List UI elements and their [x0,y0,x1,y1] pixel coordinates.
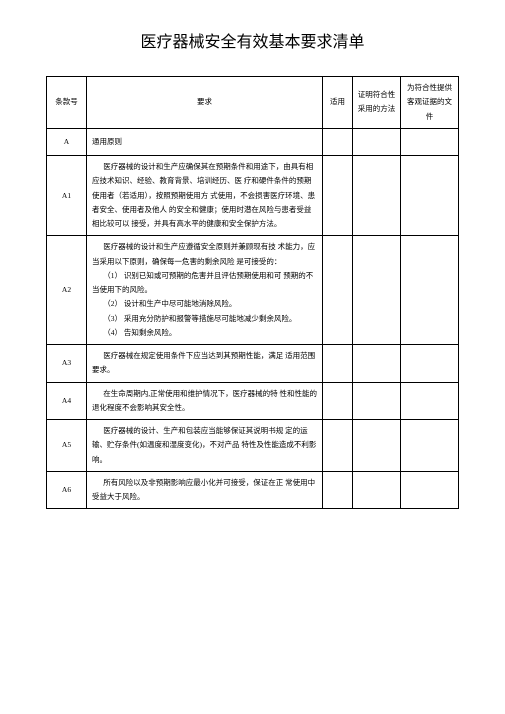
cell-num: A6 [47,471,87,509]
cell-shiyong [323,471,353,509]
cell-req: 医疗器械的设计和生产应遵循安全原则并兼顾现有技 术能力，应当采用以下原则，确保每… [87,236,323,345]
cell-evidence [401,471,459,509]
cell-evidence [401,156,459,236]
table-row: A6所有风险以及非预期影响应最小化并可接受，保证在正 常使用中受益大于风险。 [47,471,459,509]
cell-evidence [401,128,459,155]
header-shiyong: 适用 [323,77,353,129]
cell-shiyong [323,128,353,155]
cell-method [353,382,401,420]
cell-shiyong [323,345,353,383]
cell-req: 在生命周期内,正常使用和维护情况下，医疗器械的特 性和性能的退化程度不会影响其安… [87,382,323,420]
cell-req: 医疗器械的设计和生产应确保其在预期条件和用途下，由具有相应技术知识、经验、教育背… [87,156,323,236]
table-header-row: 条款号 要求 适用 证明符合性采用的方法 为符合性提供客观证据的文件 [47,77,459,129]
table-row: A3医疗器械在规定使用条件下应当达到其预期性能，满足 适用范围要求。 [47,345,459,383]
header-evidence: 为符合性提供客观证据的文件 [401,77,459,129]
cell-shiyong [323,236,353,345]
cell-num: A4 [47,382,87,420]
cell-evidence [401,382,459,420]
cell-method [353,471,401,509]
cell-shiyong [323,156,353,236]
cell-req: 通用原则 [87,128,323,155]
cell-method [353,345,401,383]
cell-evidence [401,420,459,472]
cell-method [353,236,401,345]
requirements-table: 条款号 要求 适用 证明符合性采用的方法 为符合性提供客观证据的文件 A通用原则… [46,76,459,509]
table-row: A5医疗器械的设计、生产和包装应当能够保证其说明书规 定的运输、贮存条件(如温度… [47,420,459,472]
cell-shiyong [323,420,353,472]
header-method: 证明符合性采用的方法 [353,77,401,129]
cell-req: 医疗器械的设计、生产和包装应当能够保证其说明书规 定的运输、贮存条件(如温度和湿… [87,420,323,472]
cell-num: A3 [47,345,87,383]
cell-method [353,156,401,236]
table-row: A2医疗器械的设计和生产应遵循安全原则并兼顾现有技 术能力，应当采用以下原则，确… [47,236,459,345]
header-req: 要求 [87,77,323,129]
table-row: A1医疗器械的设计和生产应确保其在预期条件和用途下，由具有相应技术知识、经验、教… [47,156,459,236]
page-title: 医疗器械安全有效基本要求清单 [46,28,459,52]
cell-num: A5 [47,420,87,472]
cell-num: A2 [47,236,87,345]
cell-evidence [401,345,459,383]
cell-req: 医疗器械在规定使用条件下应当达到其预期性能，满足 适用范围要求。 [87,345,323,383]
table-row: A4在生命周期内,正常使用和维护情况下，医疗器械的特 性和性能的退化程度不会影响… [47,382,459,420]
cell-num: A1 [47,156,87,236]
header-num: 条款号 [47,77,87,129]
cell-num: A [47,128,87,155]
cell-method [353,420,401,472]
table-row: A通用原则 [47,128,459,155]
cell-method [353,128,401,155]
cell-req: 所有风险以及非预期影响应最小化并可接受，保证在正 常使用中受益大于风险。 [87,471,323,509]
cell-shiyong [323,382,353,420]
cell-evidence [401,236,459,345]
